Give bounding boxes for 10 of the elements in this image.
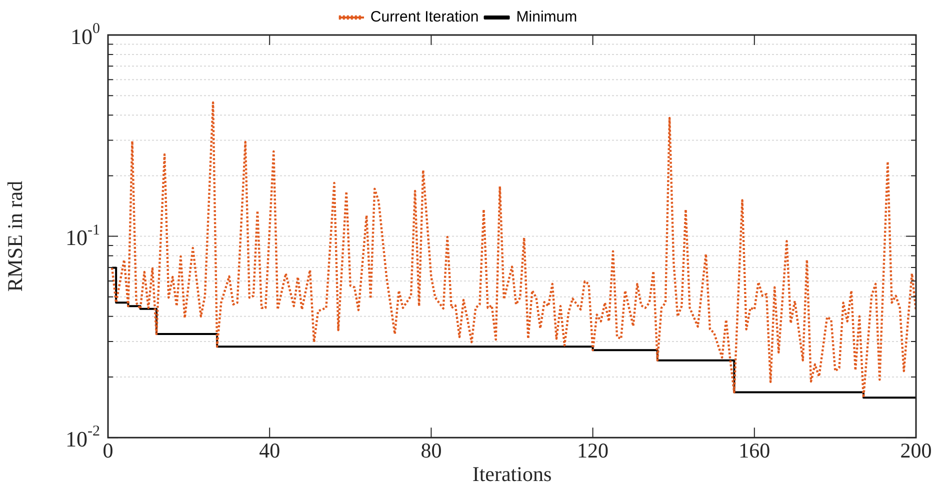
x-tick-label: 160 xyxy=(738,438,770,463)
x-tick-label: 200 xyxy=(900,438,932,463)
legend-label: Current Iteration xyxy=(370,8,479,26)
x-tick-label: 0 xyxy=(102,438,114,463)
x-tick-label: 40 xyxy=(259,438,280,463)
legend-label: Minimum xyxy=(516,8,578,26)
x-tick-label: 80 xyxy=(420,438,442,463)
x-tick-label: 120 xyxy=(577,438,609,463)
x-axis-title: Iterations xyxy=(472,462,552,486)
y-axis-title: RMSE in rad xyxy=(3,180,28,292)
